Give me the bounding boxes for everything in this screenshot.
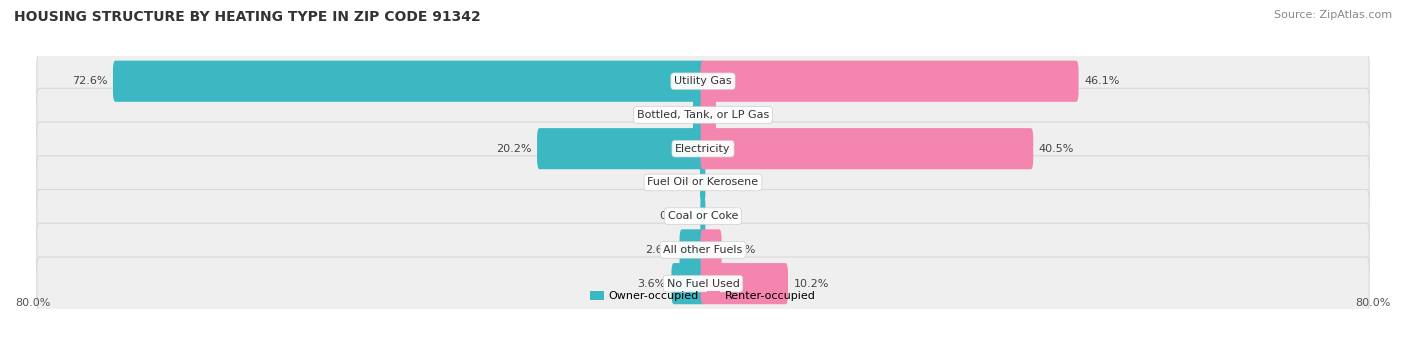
Text: 2.6%: 2.6%: [645, 245, 673, 255]
Text: 3.6%: 3.6%: [637, 279, 666, 288]
Text: 10.2%: 10.2%: [793, 279, 830, 288]
FancyBboxPatch shape: [700, 128, 1033, 169]
Text: 80.0%: 80.0%: [15, 298, 51, 308]
FancyBboxPatch shape: [679, 229, 706, 270]
Text: HOUSING STRUCTURE BY HEATING TYPE IN ZIP CODE 91342: HOUSING STRUCTURE BY HEATING TYPE IN ZIP…: [14, 10, 481, 24]
FancyBboxPatch shape: [700, 162, 706, 203]
FancyBboxPatch shape: [700, 229, 721, 270]
FancyBboxPatch shape: [37, 190, 1369, 243]
Text: All other Fuels: All other Fuels: [664, 245, 742, 255]
FancyBboxPatch shape: [37, 88, 1369, 142]
Legend: Owner-occupied, Renter-occupied: Owner-occupied, Renter-occupied: [586, 286, 820, 306]
Text: 46.1%: 46.1%: [1084, 76, 1119, 86]
Text: 0.0%: 0.0%: [711, 211, 740, 221]
FancyBboxPatch shape: [672, 263, 706, 304]
Text: No Fuel Used: No Fuel Used: [666, 279, 740, 288]
Text: Electricity: Electricity: [675, 144, 731, 154]
Text: 0.03%: 0.03%: [659, 211, 695, 221]
Text: 0.0%: 0.0%: [711, 177, 740, 188]
FancyBboxPatch shape: [112, 61, 706, 102]
FancyBboxPatch shape: [37, 55, 1369, 108]
Text: 72.6%: 72.6%: [72, 76, 107, 86]
FancyBboxPatch shape: [37, 257, 1369, 310]
Text: Coal or Coke: Coal or Coke: [668, 211, 738, 221]
Text: Bottled, Tank, or LP Gas: Bottled, Tank, or LP Gas: [637, 110, 769, 120]
FancyBboxPatch shape: [700, 263, 787, 304]
FancyBboxPatch shape: [537, 128, 706, 169]
Text: Source: ZipAtlas.com: Source: ZipAtlas.com: [1274, 10, 1392, 20]
FancyBboxPatch shape: [700, 61, 1078, 102]
Text: 80.0%: 80.0%: [1355, 298, 1391, 308]
Text: 2.0%: 2.0%: [727, 245, 755, 255]
FancyBboxPatch shape: [693, 94, 706, 135]
FancyBboxPatch shape: [37, 223, 1369, 277]
Text: 20.2%: 20.2%: [496, 144, 531, 154]
Text: 1.3%: 1.3%: [721, 110, 749, 120]
Text: 0.07%: 0.07%: [659, 177, 695, 188]
FancyBboxPatch shape: [700, 196, 706, 237]
FancyBboxPatch shape: [37, 122, 1369, 175]
FancyBboxPatch shape: [37, 156, 1369, 209]
Text: Fuel Oil or Kerosene: Fuel Oil or Kerosene: [647, 177, 759, 188]
Text: 40.5%: 40.5%: [1039, 144, 1074, 154]
FancyBboxPatch shape: [700, 94, 716, 135]
Text: Utility Gas: Utility Gas: [675, 76, 731, 86]
Text: 0.94%: 0.94%: [652, 110, 688, 120]
